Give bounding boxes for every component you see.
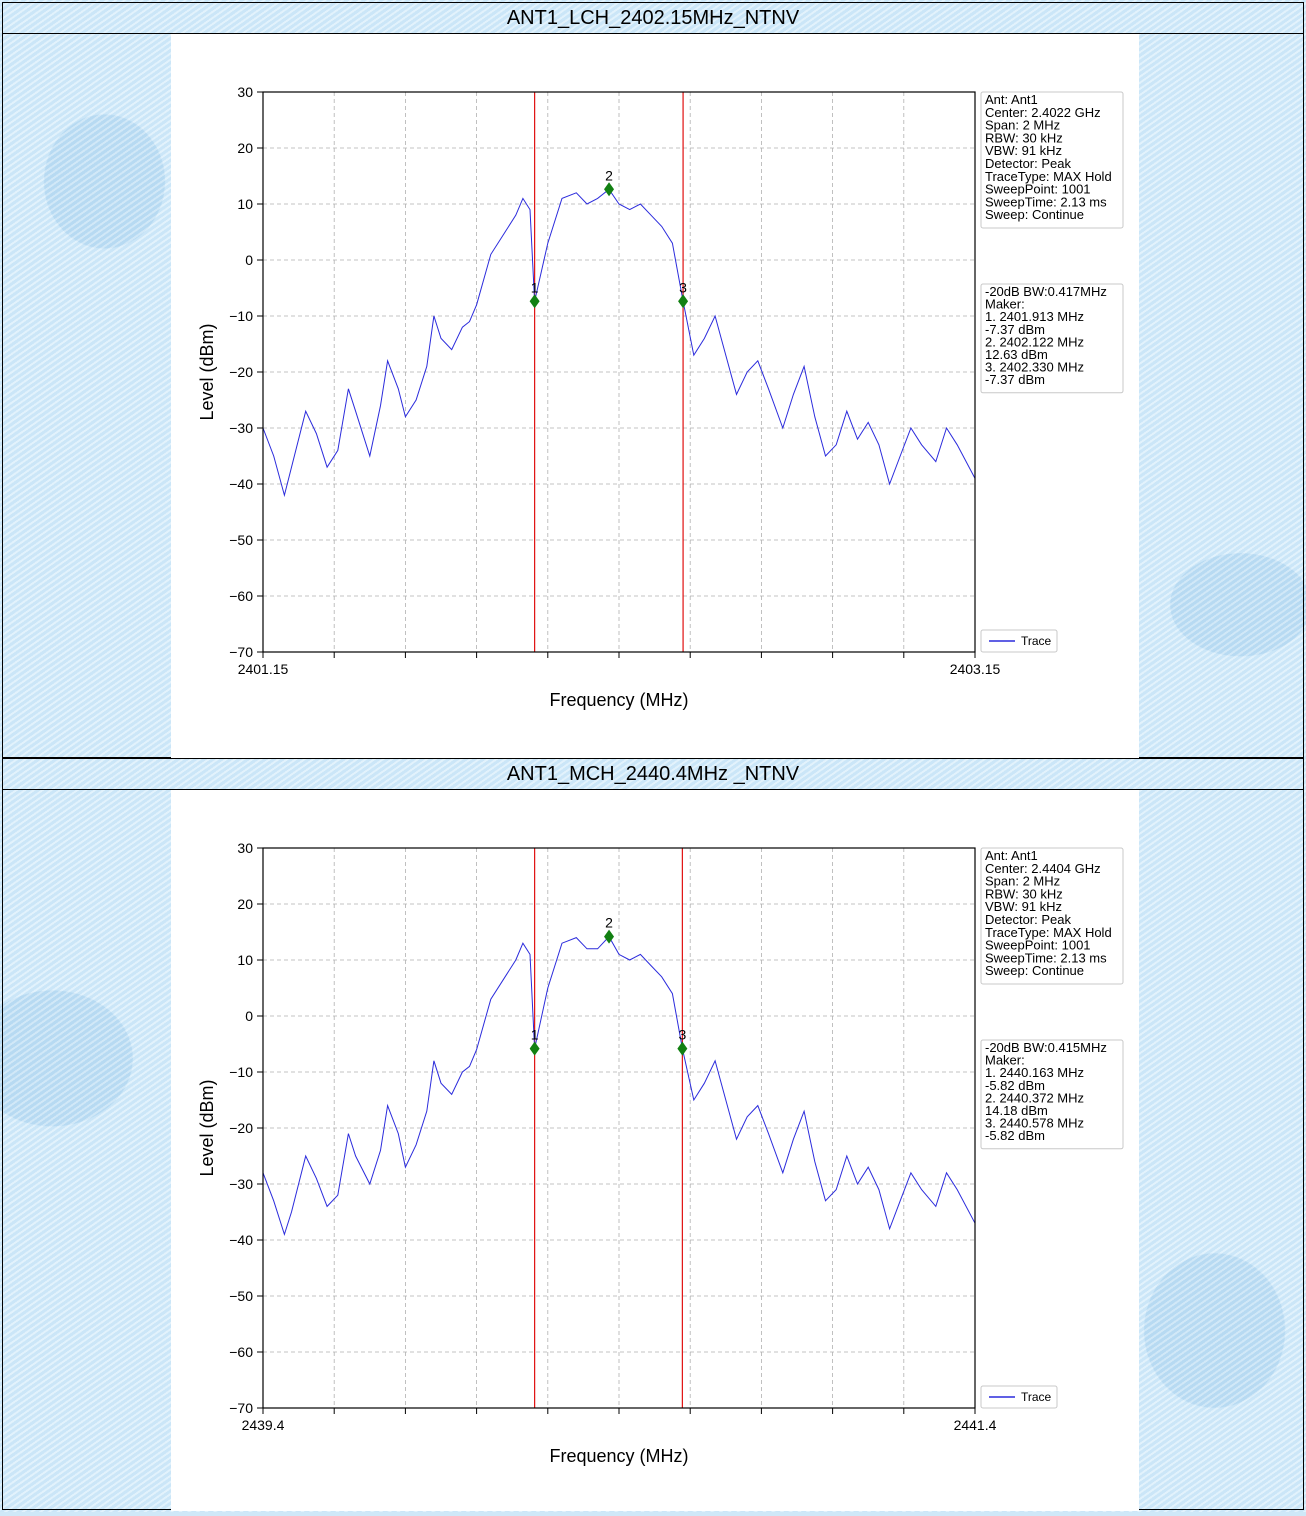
y-tick-label: −40 [229, 476, 253, 492]
marker-info-box [980, 283, 1124, 394]
y-tick-label: 0 [245, 252, 253, 268]
settings-line: SweepPoint: 1001 [985, 182, 1091, 197]
y-tick-label: −60 [229, 1344, 253, 1360]
x-tick-label: 2439.4 [242, 1417, 285, 1433]
y-tick-label: −70 [229, 1400, 253, 1416]
settings-line: Sweep: Continue [985, 963, 1084, 978]
x-tick-label: 2401.15 [238, 661, 289, 677]
legend-box [980, 629, 1058, 653]
settings-line: Detector: Peak [985, 912, 1071, 927]
settings-line: VBW: 91 kHz [985, 899, 1062, 914]
settings-line: Center: 2.4022 GHz [985, 105, 1101, 120]
marker-info-line: 1. 2401.913 MHz [985, 309, 1084, 324]
marker-diamond [678, 294, 689, 309]
marker-diamond [677, 1041, 688, 1056]
y-tick-label: 10 [237, 196, 253, 212]
y-tick-label: −20 [229, 1120, 253, 1136]
marker-label: 2 [605, 167, 613, 183]
marker-info-line: -20dB BW:0.417MHz [985, 284, 1107, 299]
x-tick-label: 2441.4 [954, 1417, 997, 1433]
marker-info-line: -5.82 dBm [985, 1128, 1045, 1143]
chart-area-lch: 30 20 10 0 −10 −20 −30 −40 −50 −60 −70 2401.15 2403.… [171, 34, 1139, 759]
settings-box [980, 847, 1124, 985]
marker-label: 1 [531, 279, 539, 295]
chart-panel-lch: ANT1_LCH_2402.15MHz_NTNV 30 20 10 0 −10 −20 −3… [2, 2, 1304, 759]
marker-diamond [604, 929, 615, 944]
marker-info-line: 14.18 dBm [985, 1103, 1048, 1118]
marker-info-line: -20dB BW:0.415MHz [985, 1040, 1107, 1055]
settings-box [980, 91, 1124, 229]
settings-line: TraceType: MAX Hold [985, 169, 1112, 184]
chart-panel-mch: ANT1_MCH_2440.4MHz _NTNV 30 20 10 0 −10 −20 −3… [2, 758, 1304, 1511]
y-tick-label: −10 [229, 308, 253, 324]
x-tick-label: 2403.15 [950, 661, 1001, 677]
y-tick-label: 10 [237, 952, 253, 968]
x-axis-label: Frequency (MHz) [549, 1446, 688, 1466]
marker-label: 3 [678, 1027, 686, 1043]
settings-line: Span: 2 MHz [985, 118, 1060, 133]
marker-info-line: 2. 2402.122 MHz [985, 334, 1084, 349]
settings-line: Ant: Ant1 [985, 848, 1038, 863]
settings-line: Detector: Peak [985, 156, 1071, 171]
y-tick-label: −10 [229, 1064, 253, 1080]
marker-info-line: 3. 2440.578 MHz [985, 1116, 1084, 1131]
y-tick-label: 20 [237, 140, 253, 156]
settings-line: SweepTime: 2.13 ms [985, 194, 1107, 209]
settings-line: SweepTime: 2.13 ms [985, 950, 1107, 965]
x-axis-label: Frequency (MHz) [549, 690, 688, 710]
legend-box [980, 1385, 1058, 1409]
y-tick-label: −40 [229, 1232, 253, 1248]
y-tick-label: −30 [229, 1176, 253, 1192]
marker-info-line: -7.37 dBm [985, 372, 1045, 387]
marker-label: 2 [605, 915, 613, 931]
settings-line: Span: 2 MHz [985, 874, 1060, 889]
marker-info-line: -7.37 dBm [985, 322, 1045, 337]
y-tick-label: −50 [229, 1288, 253, 1304]
settings-line: VBW: 91 kHz [985, 143, 1062, 158]
settings-line: Center: 2.4404 GHz [985, 861, 1101, 876]
marker-diamond [529, 294, 540, 309]
settings-line: RBW: 30 kHz [985, 886, 1063, 901]
settings-line: SweepPoint: 1001 [985, 938, 1091, 953]
marker-diamond [604, 182, 615, 197]
marker-info-line: 2. 2440.372 MHz [985, 1090, 1084, 1105]
y-tick-label: 30 [237, 84, 253, 100]
panel-title-lch: ANT1_LCH_2402.15MHz_NTNV [3, 3, 1303, 34]
legend-label: Trace [1021, 634, 1052, 648]
marker-info-line: 3. 2402.330 MHz [985, 360, 1084, 375]
y-tick-label: −50 [229, 532, 253, 548]
marker-info-box [980, 1039, 1124, 1150]
y-axis-label: Level (dBm) [197, 323, 217, 420]
legend-label: Trace [1021, 1390, 1052, 1404]
y-tick-label: 0 [245, 1008, 253, 1024]
marker-info-line: -5.82 dBm [985, 1078, 1045, 1093]
marker-info-line: Maker: [985, 297, 1025, 312]
settings-line: TraceType: MAX Hold [985, 925, 1112, 940]
plot-frame [262, 91, 976, 653]
y-tick-label: −60 [229, 588, 253, 604]
y-tick-label: −70 [229, 644, 253, 660]
marker-info-line: 12.63 dBm [985, 347, 1048, 362]
settings-line: RBW: 30 kHz [985, 130, 1063, 145]
panel-title-mch: ANT1_MCH_2440.4MHz _NTNV [3, 759, 1303, 790]
marker-diamond [529, 1041, 540, 1056]
trace-line [262, 935, 976, 1237]
y-axis-label: Level (dBm) [197, 1079, 217, 1176]
y-tick-label: 20 [237, 896, 253, 912]
settings-line: Sweep: Continue [985, 207, 1084, 222]
settings-line: Ant: Ant1 [985, 92, 1038, 107]
y-tick-label: −20 [229, 364, 253, 380]
y-tick-label: −30 [229, 420, 253, 436]
marker-info-line: 1. 2440.163 MHz [985, 1065, 1084, 1080]
y-tick-label: 30 [237, 840, 253, 856]
marker-label: 1 [531, 1027, 539, 1043]
trace-line [262, 188, 976, 498]
marker-info-line: Maker: [985, 1053, 1025, 1068]
marker-label: 3 [679, 279, 687, 295]
chart-area-mch: 30 20 10 0 −10 −20 −30 −40 −50 −60 −70 2439.4 2441.4… [171, 790, 1139, 1511]
plot-frame [262, 847, 976, 1409]
